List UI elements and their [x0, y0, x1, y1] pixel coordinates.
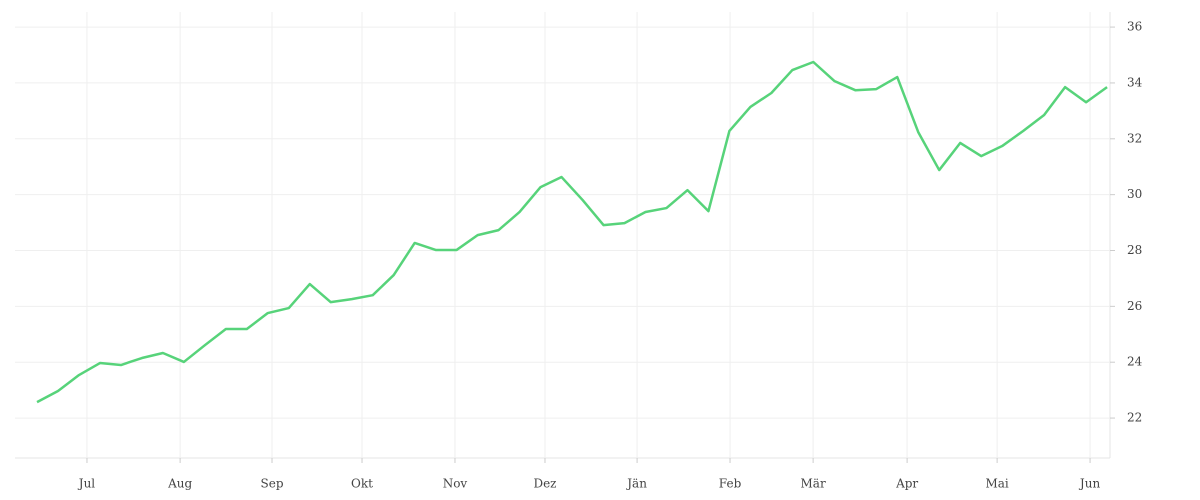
y-tick-label: 30	[1127, 187, 1142, 201]
line-series	[36, 60, 1108, 404]
y-tick-label: 36	[1127, 20, 1142, 34]
x-tick-label: Mai	[985, 477, 1008, 491]
x-tick-label: Mär	[801, 477, 826, 491]
x-tick-label: Nov	[443, 477, 468, 491]
x-tick-label: Feb	[719, 477, 742, 491]
x-tick-label: Aug	[167, 477, 192, 491]
x-tick-label: Apr	[895, 477, 918, 491]
x-tick-label: Jul	[77, 477, 96, 491]
x-tick-label: Okt	[351, 477, 373, 491]
y-tick-label: 28	[1127, 243, 1142, 257]
x-tick-label: Jän	[625, 477, 647, 491]
y-tick-label: 22	[1127, 411, 1142, 425]
y-tick-label: 32	[1127, 131, 1142, 145]
y-tick-label: 26	[1127, 299, 1142, 313]
x-tick-label: Dez	[533, 477, 556, 491]
y-tick-label: 24	[1127, 355, 1143, 369]
x-tick-label: Jun	[1078, 477, 1101, 491]
x-tick-label: Sep	[261, 477, 284, 491]
y-tick-label: 34	[1127, 75, 1143, 89]
